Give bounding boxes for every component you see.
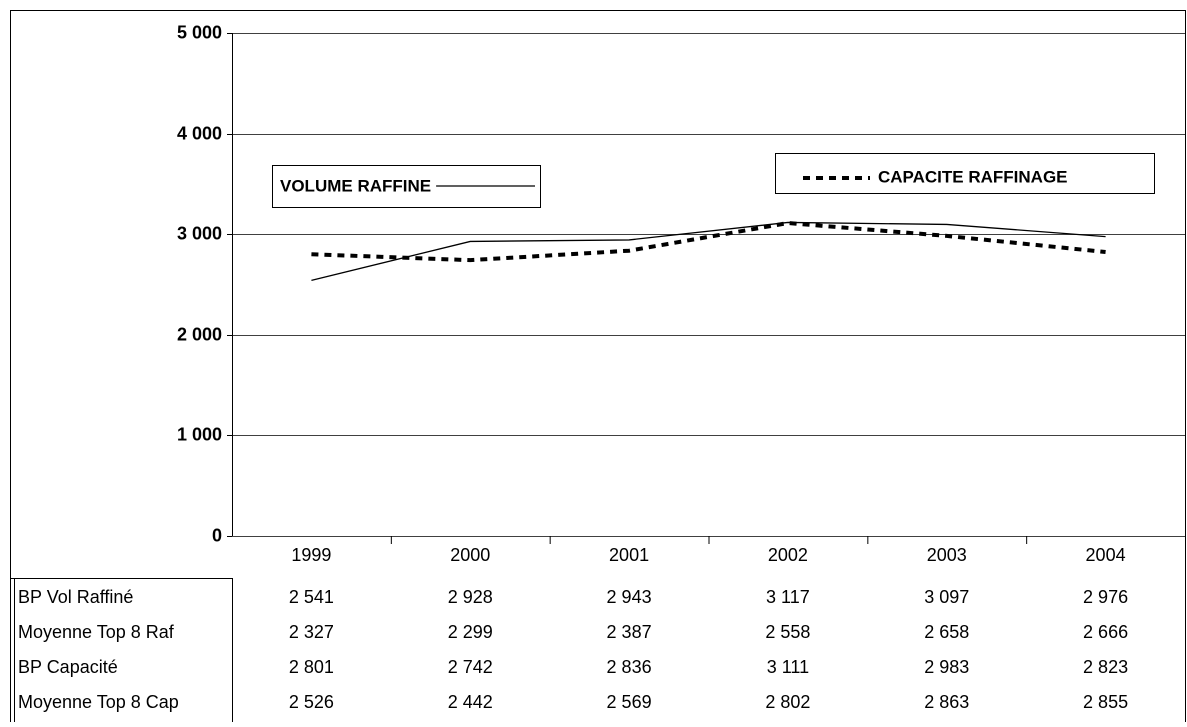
y-tick-label: 3 000 bbox=[177, 223, 222, 243]
annotation: VOLUME RAFFINE bbox=[280, 176, 431, 195]
chart-frame bbox=[10, 10, 1186, 727]
table-cell: 2 863 bbox=[924, 692, 969, 712]
table-row-label: BP Vol Raffiné bbox=[18, 587, 133, 607]
table-cell: 2 836 bbox=[607, 657, 652, 677]
annotation-box bbox=[775, 153, 1155, 194]
table-cell: 2 976 bbox=[1083, 587, 1128, 607]
y-tick-label: 0 bbox=[212, 525, 222, 545]
x-tick-label: 2004 bbox=[1086, 545, 1126, 565]
table-cell: 2 299 bbox=[448, 622, 493, 642]
table-row-label: Moyenne Top 8 Raf bbox=[18, 622, 175, 642]
x-tick-label: 2002 bbox=[768, 545, 808, 565]
table-cell: 2 802 bbox=[765, 692, 810, 712]
x-tick-label: 2001 bbox=[609, 545, 649, 565]
x-tick-label: 2003 bbox=[927, 545, 967, 565]
table-cell: 2 569 bbox=[607, 692, 652, 712]
y-tick-label: 4 000 bbox=[177, 123, 222, 143]
table-cell: 2 666 bbox=[1083, 622, 1128, 642]
table-cell: 2 558 bbox=[765, 622, 810, 642]
table-cell: 2 541 bbox=[289, 587, 334, 607]
series-line bbox=[311, 221, 1106, 263]
table-cell: 2 327 bbox=[289, 622, 334, 642]
y-tick-label: 5 000 bbox=[177, 22, 222, 42]
x-tick-label: 1999 bbox=[291, 545, 331, 565]
table-cell: 2 742 bbox=[448, 657, 493, 677]
table-cell: 3 097 bbox=[924, 587, 969, 607]
table-row-label: Moyenne Top 8 Cap bbox=[18, 692, 179, 712]
table-row-label: BP Capacité bbox=[18, 657, 118, 677]
x-tick-label: 2000 bbox=[450, 545, 490, 565]
y-tick-label: 2 000 bbox=[177, 324, 222, 344]
table-cell: 3 111 bbox=[767, 657, 809, 677]
table-cell: 2 442 bbox=[448, 692, 493, 712]
table-cell: 2 943 bbox=[607, 587, 652, 607]
table-cell: 2 855 bbox=[1083, 692, 1128, 712]
table-cell: 2 801 bbox=[289, 657, 334, 677]
table-cell: 2 658 bbox=[924, 622, 969, 642]
table-cell: 3 117 bbox=[766, 587, 810, 607]
table-cell: 2 823 bbox=[1083, 657, 1128, 677]
table-cell: 2 928 bbox=[448, 587, 493, 607]
series-line bbox=[311, 221, 1106, 282]
table-cell: 2 983 bbox=[924, 657, 969, 677]
annotation: CAPACITE RAFFINAGE bbox=[878, 167, 1068, 186]
y-tick-label: 1 000 bbox=[177, 424, 222, 444]
table-cell: 2 526 bbox=[289, 692, 334, 712]
table-cell: 2 387 bbox=[607, 622, 652, 642]
